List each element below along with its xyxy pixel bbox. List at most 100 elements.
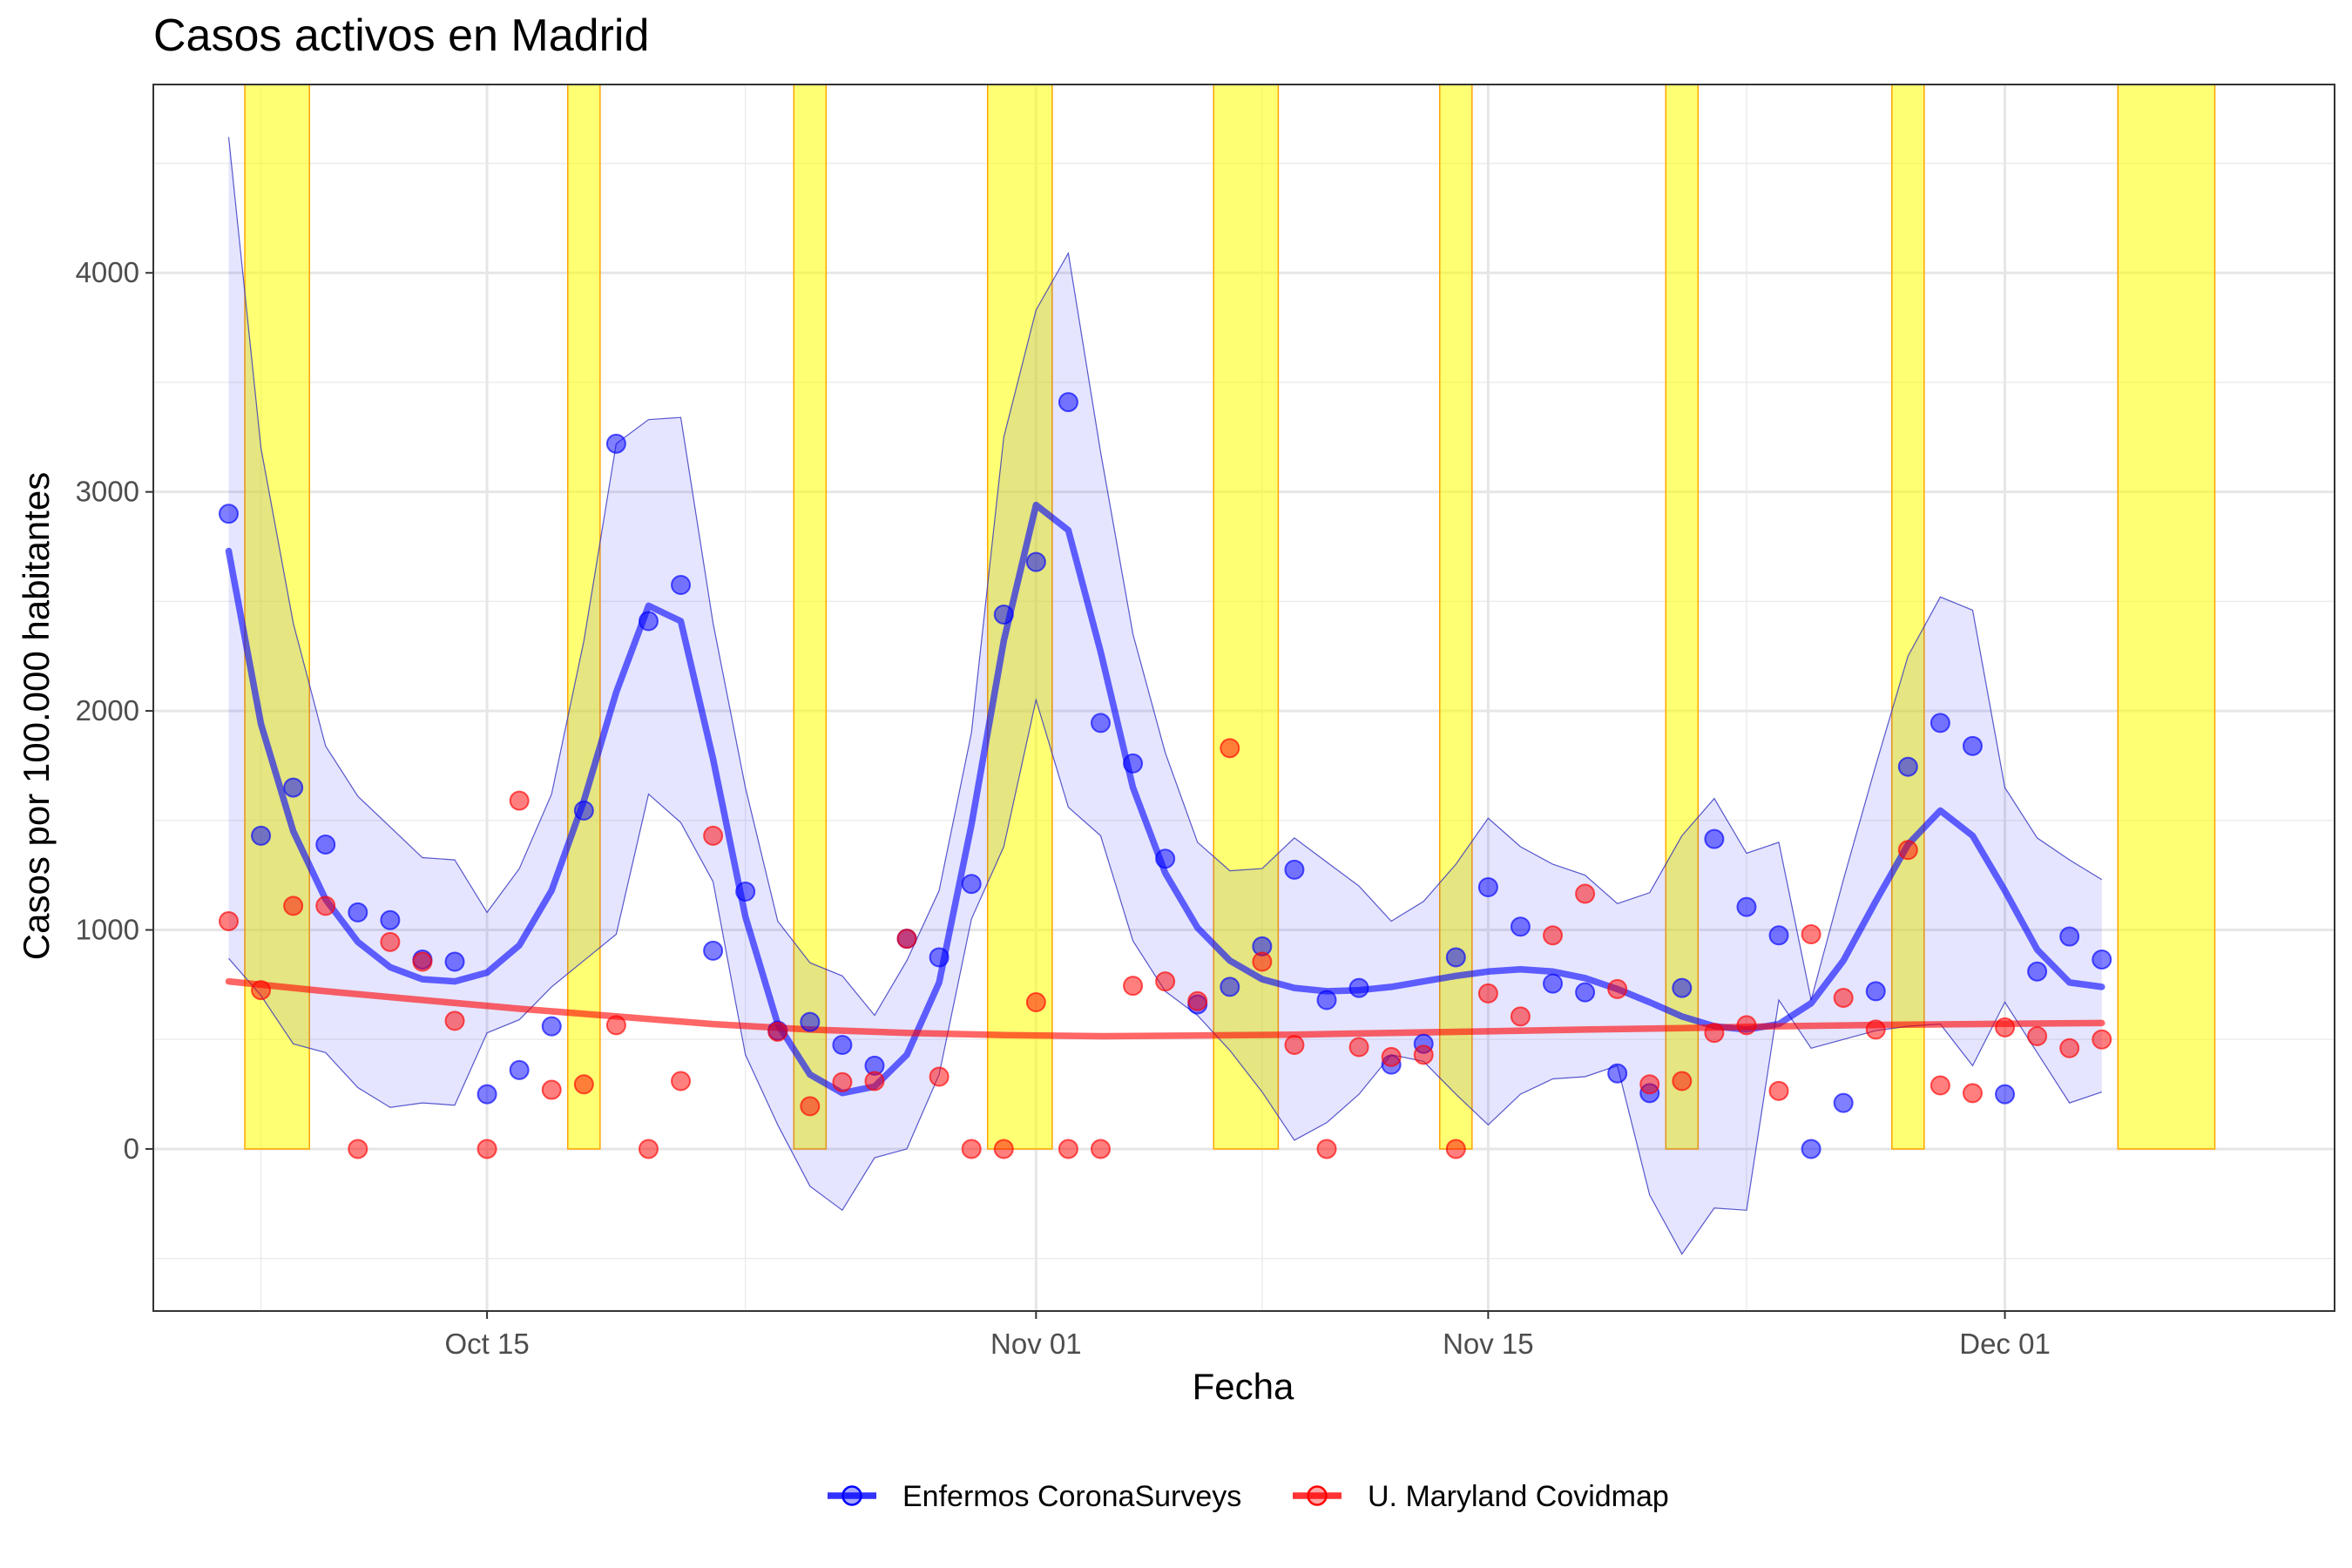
y-tick-label: 1000 [76,914,139,946]
coronasurveys-point [1510,916,1531,937]
covidmap-point [1123,976,1144,997]
weekend-band [1665,84,1700,1150]
coronasurveys-points [219,392,2112,1159]
coronasurveys-point [380,909,401,930]
coronasurveys-point [1672,977,1693,998]
coronasurveys-point [444,951,465,972]
coronasurveys-point [1575,982,1596,1003]
covidmap-point [767,1021,788,1042]
coronasurveys-point [348,902,368,923]
covidmap-point [1607,978,1628,999]
coronasurveys-point [800,1011,821,1032]
coronasurveys-point [1768,925,1789,946]
coronasurveys-point [961,874,982,895]
x-tick-label: Dec 01 [1959,1328,2051,1360]
coronasurveys-point [1477,876,1498,897]
coronasurveys-point [1704,828,1725,849]
coronasurveys-trend-line [225,501,2105,1097]
coronasurveys-point [1316,990,1337,1010]
coronasurveys-point [1155,848,1176,869]
legend-label: Enfermos CoronaSurveys [902,1480,1241,1513]
covidmap-point [1962,1083,1983,1104]
covidmap-point [1348,1037,1369,1058]
coronasurveys-point [1123,753,1144,774]
covidmap-point [412,951,433,972]
covidmap-point [832,1071,853,1092]
covidmap-point [1995,1017,2016,1037]
covidmap-point [1865,1019,1886,1040]
ribbon-upper-edge [227,137,2103,1017]
covidmap-point [703,825,724,846]
covidmap-point [1381,1046,1402,1067]
x-tick-label: Oct 15 [444,1328,529,1360]
covidmap-point [2027,1025,2048,1046]
covidmap-point [1155,971,1176,992]
plot-marks [219,84,2216,1255]
covidmap-point [961,1139,982,1159]
covidmap-point [1090,1139,1111,1159]
coronasurveys-point [1865,981,1886,1002]
weekend-band [244,84,310,1150]
coronasurveys-point [605,433,626,454]
coronasurveys-point [2027,961,2048,982]
covidmap-point [1445,1139,1466,1159]
covidmap-point [1510,1006,1531,1027]
coronasurveys-point [735,882,756,902]
legend: Enfermos CoronaSurveys U. Maryland Covidm… [828,1480,1669,1513]
coronasurveys-point [1220,977,1240,997]
covidmap-point [1413,1044,1434,1065]
covidmap-points [219,738,2112,1159]
coronasurveys-point [1897,756,1918,777]
covidmap-point [348,1139,368,1159]
coronasurveys-point [1930,713,1950,733]
covidmap-point [1768,1080,1789,1101]
covidmap-point [2059,1037,2080,1058]
confidence-ribbon [228,137,2102,1254]
covidmap-point [444,1010,465,1031]
covidmap-point [671,1071,692,1092]
covidmap-point [1801,924,1821,945]
covidmap-point [251,980,272,1001]
covidmap-point [1897,840,1918,861]
coronasurveys-point [219,504,240,524]
covidmap-point [1316,1139,1337,1159]
covidmap-point [1220,738,1240,759]
coronasurveys-point [1995,1084,2016,1105]
coronasurveys-point [1801,1139,1821,1159]
coronasurveys-point [283,777,304,798]
covidmap-point [1477,983,1498,1004]
coronasurveys-point [2059,926,2080,947]
coronasurveys-point [1736,896,1757,917]
coronasurveys-point [541,1016,562,1037]
covidmap-point [380,931,401,952]
coronasurveys-point [638,611,659,632]
legend-point-key [1307,1485,1328,1506]
x-tick-label: Nov 01 [990,1328,1082,1360]
covidmap-point [1639,1074,1660,1095]
coronasurveys-point [1543,973,1564,994]
coronasurveys-point [993,604,1014,625]
chart-title: Casos activos en Madrid [153,10,649,61]
coronasurveys-point [2092,949,2112,970]
coronasurveys-point [573,800,594,821]
coronasurveys-point [1090,713,1111,733]
legend-label: U. Maryland Covidmap [1368,1480,1669,1513]
coronasurveys-point [509,1059,530,1080]
coronasurveys-point [251,825,272,846]
covidmap-point [1704,1023,1725,1044]
weekend-band [1891,84,1925,1150]
y-tick-label: 3000 [76,476,139,508]
covidmap-point [509,790,530,811]
covidmap-trend-line [225,977,2105,1040]
y-tick-label: 2000 [76,694,139,727]
covidmap-point [864,1071,885,1092]
covidmap-point [315,896,336,916]
legend-item-covidmap: U. Maryland Covidmap [1293,1480,1669,1513]
coronasurveys-point [671,575,692,596]
coronasurveys-point [832,1035,853,1056]
covidmap-point [1025,991,1046,1012]
covidmap-point [1252,951,1273,972]
coronasurveys-point [1284,859,1305,880]
y-tick-label: 0 [124,1132,139,1165]
